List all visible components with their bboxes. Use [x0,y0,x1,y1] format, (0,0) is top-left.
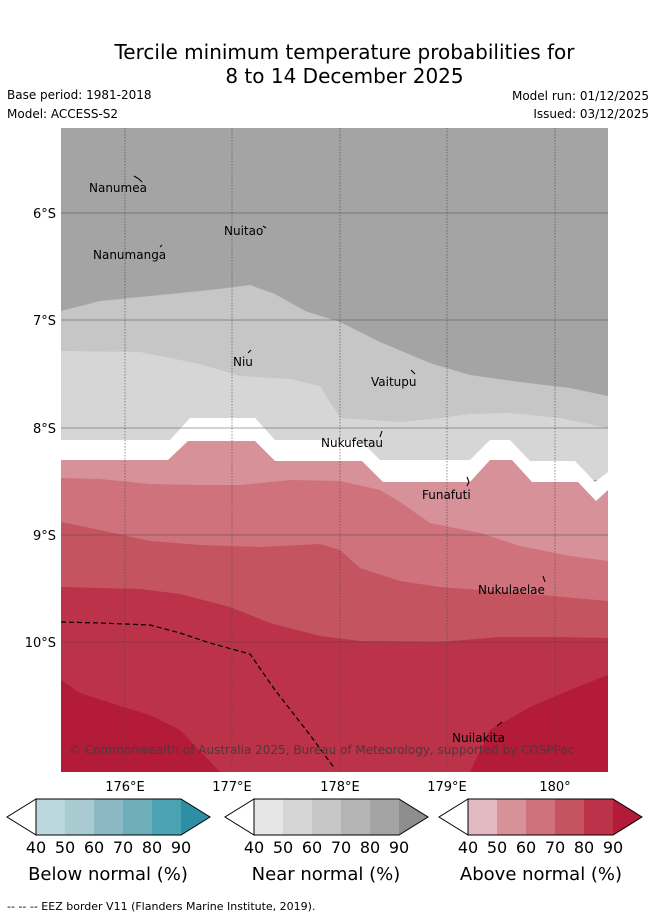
colorbar-above-seg-2 [497,799,526,835]
place-labels: Nanumea Nuitao Nanumanga Niu Vaitupu Nuk… [89,181,545,745]
colorbar-below-label: Below normal (%) [28,864,188,885]
island-marks [133,175,546,727]
colorbar-below-tick-60: 60 [84,838,104,857]
colorbar-above-seg-4 [555,799,584,835]
colorbar-near-tick-50: 50 [273,838,293,857]
lat-label-8s: 8°S [33,422,56,437]
colorbar-below-tick-70: 70 [113,838,133,857]
above-normal-80-90 [61,587,608,772]
lat-label-9s: 9°S [33,529,56,544]
place-nuitao: Nuitao [224,224,263,238]
lon-label-177e: 177°E [212,780,252,795]
title-line-2: 8 to 14 December 2025 [225,64,464,88]
lon-label-180: 180° [539,780,570,795]
colorbar-above-seg-3 [526,799,555,835]
colorbar-near-seg-2 [283,799,312,835]
eez-border [60,621,336,770]
colorbar-above-tick-50: 50 [487,838,507,857]
colorbar-below-seg-3 [94,799,123,835]
colorbar-above-normal: 40 50 60 70 80 90 Above normal (%) [438,798,643,885]
colorbar-below-tick-80: 80 [142,838,162,857]
lon-label-179e: 179°E [427,780,467,795]
colorbar-below-seg-4 [123,799,152,835]
model-name: Model: ACCESS-S2 [7,107,119,121]
colorbar-below-tick-50: 50 [55,838,75,857]
colorbar-above-tick-70: 70 [545,838,565,857]
lon-label-178e: 178°E [320,780,360,795]
lat-label-10s: 10°S [25,636,56,651]
colorbar-near-tick-60: 60 [302,838,322,857]
lat-label-6s: 6°S [33,207,56,222]
place-nuilakita: Nuilakita [452,731,505,745]
colorbar-above-tick-40: 40 [458,838,478,857]
colorbar-below-tick-40: 40 [26,838,46,857]
lon-label-176e: 176°E [105,780,145,795]
longitude-labels: 176°E 177°E 178°E 179°E 180° [105,780,570,795]
colorbar-near-under [224,798,255,836]
colorbar-above-under [438,798,469,836]
colorbar-above-seg-1 [468,799,497,835]
place-nukulaelae: Nukulaelae [478,583,545,597]
colorbar-near-label: Near normal (%) [252,864,401,885]
colorbar-below-seg-1 [36,799,65,835]
colorbar-near-normal: 40 50 60 70 80 90 Near normal (%) [224,798,429,885]
colorbar-below-normal: 40 50 60 70 80 90 Below normal (%) [6,798,211,885]
gridlines [61,128,608,772]
latitude-labels: 6°S 7°S 8°S 9°S 10°S [25,207,56,651]
colorbar-above-seg-5 [584,799,613,835]
colorbar-above-tick-90: 90 [603,838,623,857]
colorbar-above-tick-80: 80 [574,838,594,857]
colorbar-near-seg-5 [370,799,399,835]
title-line-1: Tercile minimum temperature probabilitie… [114,40,575,64]
colorbar-above-tick-60: 60 [516,838,536,857]
place-funafuti: Funafuti [422,488,471,502]
place-niu: Niu [233,355,253,369]
colorbar-near-seg-1 [254,799,283,835]
colorbar-below-seg-2 [65,799,94,835]
colorbar-near-seg-3 [312,799,341,835]
colorbar-above-over [613,799,642,835]
place-nukufetau: Nukufetau [321,436,383,450]
colorbar-above-label: Above normal (%) [460,864,622,885]
place-nanumanga: Nanumanga [93,248,166,262]
chart-title: Tercile minimum temperature probabilitie… [0,40,655,88]
copyright-notice: © Commonwealth of Australia 2025, Bureau… [69,743,574,757]
above-normal-90-plus-east [470,675,608,772]
issued-date: Issued: 03/12/2025 [533,107,649,121]
above-normal-90-plus-west [61,680,220,772]
base-period: Base period: 1981-2018 [7,88,152,102]
place-nanumea: Nanumea [89,181,147,195]
forecast-map: Nanumea Nuitao Nanumanga Niu Vaitupu Nuk… [6,128,643,885]
place-vaitupu: Vaitupu [371,375,417,389]
colorbar-near-tick-90: 90 [389,838,409,857]
eez-border-legend: -- -- -- EEZ border V11 (Flanders Marine… [7,900,316,913]
colorbar-near-tick-80: 80 [360,838,380,857]
colorbar-below-tick-90: 90 [171,838,191,857]
lat-label-7s: 7°S [33,314,56,329]
colorbar-near-tick-70: 70 [331,838,351,857]
probability-field [61,128,608,772]
colorbar-near-over [399,799,428,835]
colorbar-below-over [181,799,210,835]
model-run: Model run: 01/12/2025 [511,89,649,103]
colorbar-below-seg-5 [152,799,181,835]
colorbar-near-seg-4 [341,799,370,835]
colorbar-near-tick-40: 40 [244,838,264,857]
colorbar-below-under [6,798,37,836]
